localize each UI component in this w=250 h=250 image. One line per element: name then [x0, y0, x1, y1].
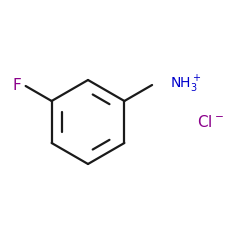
Text: Cl$^-$: Cl$^-$ [196, 114, 224, 130]
Text: NH$_3^+$: NH$_3^+$ [170, 73, 202, 95]
Text: F: F [12, 78, 21, 94]
